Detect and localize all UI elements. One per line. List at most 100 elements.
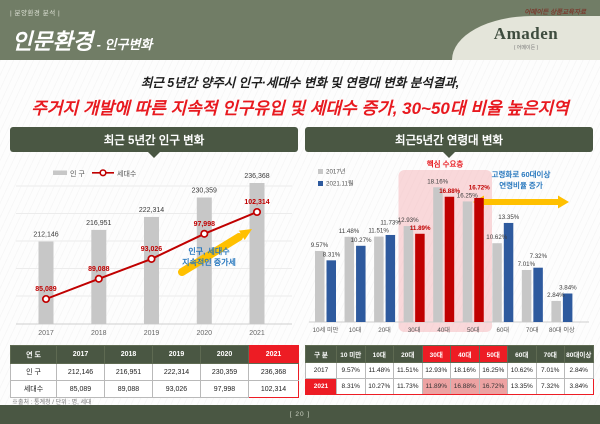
household-marker [94, 274, 103, 283]
table-cell: 11.48% [364, 362, 394, 379]
population-value: 222,314 [139, 207, 164, 214]
value-2021: 11.89% [410, 225, 431, 232]
x-tick: 2018 [91, 330, 107, 337]
table-header-cell: 80대이상 [564, 345, 594, 363]
table-cell: 8.31% [336, 378, 366, 395]
aging-note-line1: 고령화로 60대이상 [492, 169, 551, 179]
table-cell: 11.89% [421, 378, 451, 395]
table-header-cell: 2017 [56, 345, 105, 364]
table-cell: 10.27% [364, 378, 394, 395]
table-cell: 97,998 [200, 380, 249, 398]
household-value: 89,088 [88, 266, 110, 273]
table-header-cell: 70대 [535, 345, 565, 363]
age-panel: 최근5년간 연령대 변화 핵심 수요층 2017년 2021.11월 고령화로 60대… [305, 127, 594, 401]
table-header-cell: 2019 [152, 345, 201, 364]
table-header-cell: 2021 [248, 345, 299, 364]
table-header-cell: 50대 [478, 345, 508, 363]
table-cell: 세대수 [10, 380, 57, 398]
value-2021: 13.35% [498, 214, 519, 221]
bar-2017 [462, 201, 473, 322]
x-tick: 50대 [467, 326, 480, 334]
breadcrumb: | 분양환경 분석 | [10, 10, 61, 17]
x-tick: 2020 [197, 330, 213, 337]
table-cell: 18.16% [450, 362, 480, 379]
bar-2021 [562, 293, 573, 322]
table-row: 2021 8.31% 10.27% 11.73% 11.89% 16.88% 16.72% 1… [305, 378, 594, 395]
x-tick: 10세 미만 [313, 326, 339, 334]
population-bar [144, 216, 159, 324]
table-row: 연 도 2017 2018 2019 2020 2021 [10, 345, 299, 364]
table-cell: 212,146 [56, 363, 105, 381]
population-bar [249, 183, 265, 324]
headline: 최근 5년간 양주시 인구·세대수 변화 및 연령대 변화 분석결과, 주거지 … [0, 72, 600, 119]
table-header-cell: 2020 [200, 345, 249, 364]
bar-2021 [326, 260, 336, 322]
table-header-cell: 10대 [364, 345, 394, 363]
value-2021: 8.31% [323, 251, 341, 258]
household-marker [147, 254, 156, 263]
page-header: | 분양환경 분석 | 인문환경 - 인구변화 어메이든 상품교육자료 Amad… [0, 0, 600, 60]
bar-2021 [356, 245, 366, 322]
bar-2017 [492, 243, 502, 322]
growth-arrow-head-icon [238, 229, 252, 240]
page-footer: [ 20 ] [0, 405, 600, 424]
page-number: [ 20 ] [289, 411, 311, 418]
table-header-cell: 연 도 [10, 345, 57, 364]
value-2021: 10.27% [351, 237, 372, 244]
core-demand-label: 핵심 수요층 [427, 159, 464, 169]
legend-households: 세대수 [117, 169, 137, 178]
brand-logo: Amaden [493, 24, 559, 43]
table-row: 구 분 10 미만 10대 20대 30대 40대 50대 60대 70대 80대이상 [305, 345, 594, 363]
table-cell: 2.84% [564, 362, 594, 379]
household-value: 93,026 [141, 246, 163, 253]
bar-2017 [315, 250, 325, 322]
table-cell: 7.32% [535, 378, 565, 395]
value-2017: 12.93% [398, 217, 419, 224]
legend-swatch-2017 [318, 169, 323, 174]
logo-panel: Amaden ( 어메이든 ) [452, 16, 600, 60]
x-tick: 70대 [526, 326, 539, 334]
table-cell: 85,089 [56, 380, 105, 398]
x-tick: 60대 [497, 326, 510, 334]
age-chart: 핵심 수요층 2017년 2021.11월 고령화로 60대이상 연령비율 증가 9.57… [305, 159, 593, 340]
table-cell: 11.51% [393, 362, 423, 379]
bar-2021 [533, 267, 543, 322]
table-cell: 10.62% [507, 362, 537, 379]
value-2017: 7.01% [518, 261, 536, 268]
table-cell: 230,359 [200, 363, 249, 381]
population-value: 216,951 [86, 220, 111, 227]
x-tick: 10대 [349, 326, 362, 334]
population-value: 212,146 [33, 232, 58, 239]
population-value: 230,359 [192, 188, 217, 195]
bar-2017 [403, 226, 414, 322]
legend-2017: 2017년 [326, 168, 346, 176]
table-cell: 9.57% [336, 362, 366, 379]
table-cell: 11.73% [393, 378, 423, 395]
table-cell: 12.93% [421, 362, 451, 379]
x-tick: 2021 [249, 330, 265, 337]
table-cell: 2021 [305, 378, 337, 395]
table-header-cell: 2018 [104, 345, 153, 364]
bar-2021 [474, 197, 484, 322]
value-2017: 18.16% [427, 178, 448, 185]
value-2017: 11.51% [368, 228, 389, 235]
value-2021: 7.32% [530, 253, 548, 260]
population-chart: 212,146 2017 216,951 2018 222,314 2019 230,359… [10, 160, 298, 340]
bar-2017 [551, 300, 561, 322]
value-2021: 11.73% [380, 220, 401, 227]
value-2017: 10.62% [486, 234, 507, 241]
bar-2017 [344, 236, 355, 322]
x-tick: 2017 [38, 330, 54, 337]
household-value: 85,089 [35, 286, 57, 293]
household-value: 102,314 [244, 199, 269, 206]
growth-arrow-icon [178, 233, 243, 276]
value-2021: 3.84% [559, 285, 577, 292]
headline-line2: 주거지 개발에 따른 지속적 인구유입 및 세대수 증가, 30~50대 비율 … [31, 99, 569, 118]
value-2021: 16.72% [469, 184, 490, 191]
table-row: 세대수 85,089 89,088 93,026 97,998 102,314 [10, 380, 299, 398]
legend-2021: 2021.11월 [326, 180, 354, 188]
population-panel-title: 최근 5년간 인구 변화 [10, 127, 298, 152]
x-tick: 30대 [408, 326, 421, 334]
table-cell: 16.88% [450, 378, 480, 395]
